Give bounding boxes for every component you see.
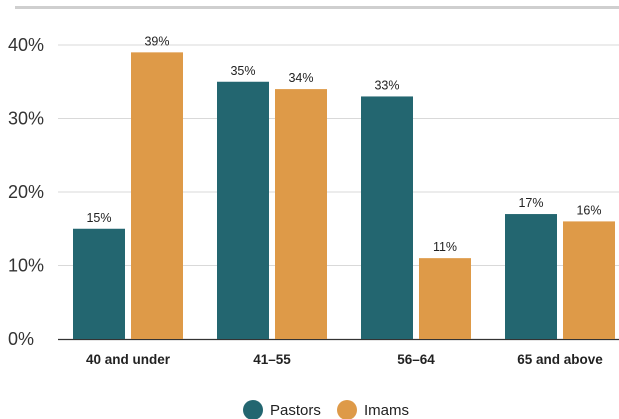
data-label-pastors-2: 33% <box>374 78 399 92</box>
data-label-pastors-1: 35% <box>230 64 255 78</box>
bars <box>73 52 615 339</box>
legend-swatch-pastors <box>243 400 263 419</box>
data-label-pastors-3: 17% <box>518 196 543 210</box>
legend-swatch-imams <box>337 400 357 419</box>
bar-pastors-1 <box>217 81 269 339</box>
bar-pastors-2 <box>361 96 413 339</box>
x-category-label: 40 and under <box>86 352 171 367</box>
legend-label-pastors: Pastors <box>270 402 321 419</box>
bar-imams-3 <box>563 221 615 339</box>
y-tick-label: 40% <box>8 35 44 55</box>
bar-imams-1 <box>275 89 327 339</box>
x-category-label: 65 and above <box>517 352 603 367</box>
y-tick-label: 20% <box>8 182 44 202</box>
legend: Pastors Imams <box>243 400 409 419</box>
legend-label-imams: Imams <box>364 402 409 419</box>
bar-pastors-3 <box>505 214 557 339</box>
data-labels: 15% 39% 35% 34% 33% 11% 17% 16% <box>86 34 601 254</box>
y-axis-ticks: 0% 10% 20% 30% 40% <box>8 35 44 349</box>
data-label-pastors-0: 15% <box>86 211 111 225</box>
data-label-imams-3: 16% <box>576 203 601 217</box>
data-label-imams-1: 34% <box>288 71 313 85</box>
x-category-label: 41–55 <box>253 352 291 367</box>
bar-imams-2 <box>419 258 471 339</box>
top-rule <box>15 6 619 9</box>
y-tick-label: 10% <box>8 256 44 276</box>
data-label-imams-2: 11% <box>433 240 457 254</box>
bar-imams-0 <box>131 52 183 339</box>
y-tick-label: 0% <box>8 329 34 349</box>
x-axis-categories: 40 and under 41–55 56–64 65 and above <box>86 352 603 367</box>
x-category-label: 56–64 <box>397 352 435 367</box>
data-label-imams-0: 39% <box>144 34 169 48</box>
bar-pastors-0 <box>73 228 125 339</box>
y-tick-label: 30% <box>8 109 44 129</box>
